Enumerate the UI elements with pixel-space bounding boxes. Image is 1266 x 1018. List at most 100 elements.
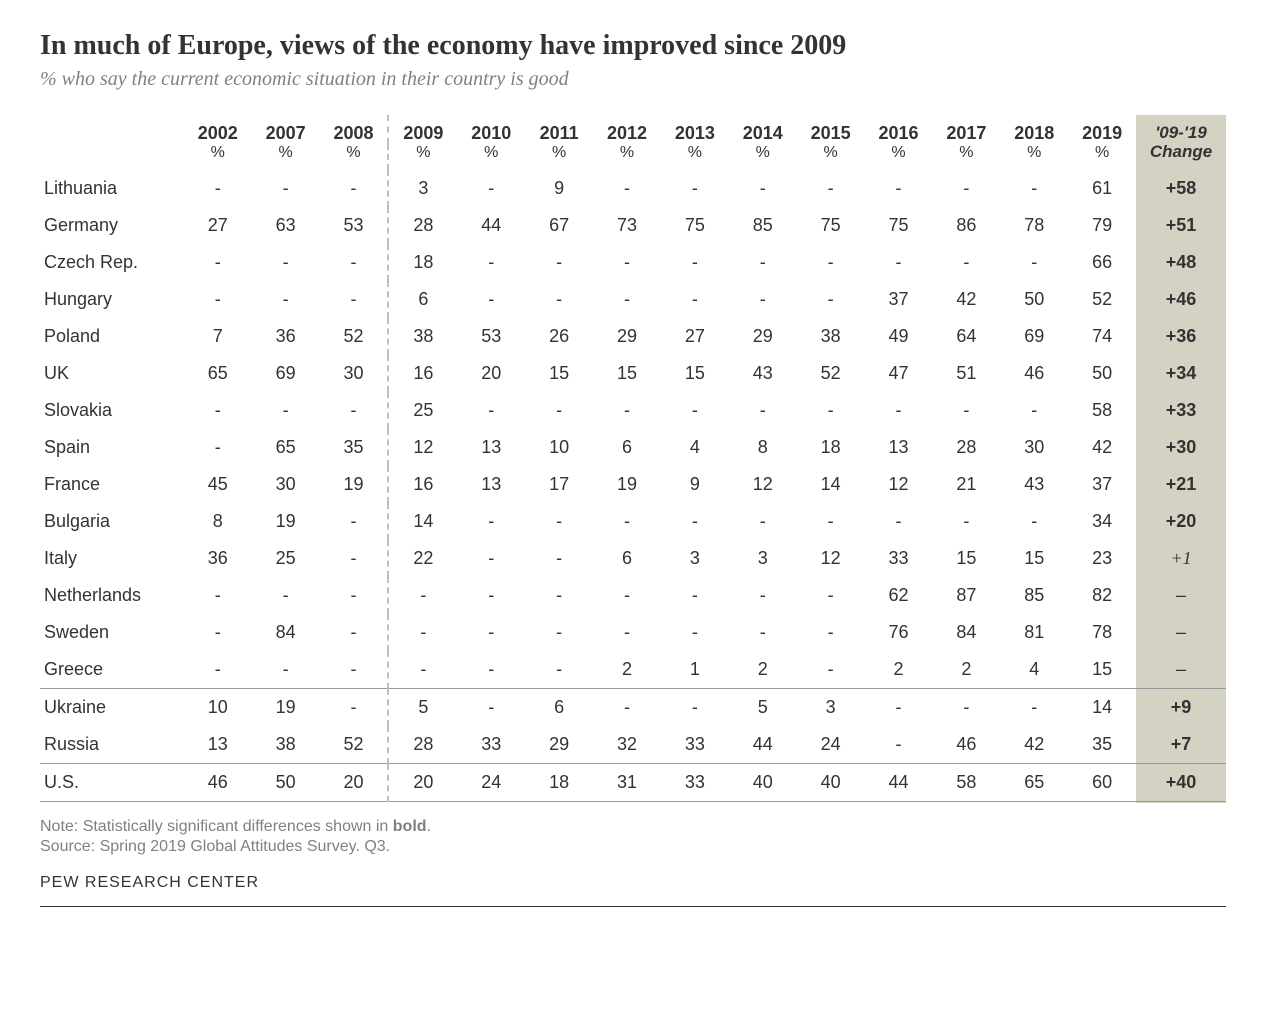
value-cell: 53	[320, 207, 389, 244]
value-cell: 43	[729, 355, 797, 392]
value-cell: 63	[252, 207, 320, 244]
value-cell: 44	[729, 726, 797, 764]
value-cell: 52	[320, 318, 389, 355]
brand-text: PEW RESEARCH CENTER	[40, 874, 1226, 892]
value-cell: 52	[1068, 281, 1136, 318]
column-header-year: 2015	[797, 115, 865, 144]
value-cell: 36	[184, 540, 252, 577]
value-cell: 25	[252, 540, 320, 577]
value-cell: 8	[729, 429, 797, 466]
note-text: Note: Statistically significant differen…	[40, 818, 1226, 836]
value-cell: 15	[932, 540, 1000, 577]
value-cell: 19	[252, 689, 320, 727]
value-cell: 14	[1068, 689, 1136, 727]
value-cell: -	[797, 503, 865, 540]
value-cell: -	[320, 392, 389, 429]
value-cell: -	[932, 244, 1000, 281]
value-cell: 20	[457, 355, 525, 392]
table-row: Slovakia---25---------58+33	[40, 392, 1226, 429]
table-row: Hungary---6------37425052+46	[40, 281, 1226, 318]
table-row: Sweden-84--------76848178–	[40, 614, 1226, 651]
table-row: France453019161317199121412214337+21	[40, 466, 1226, 503]
value-cell: 30	[1000, 429, 1068, 466]
change-cell: +36	[1136, 318, 1226, 355]
value-cell: 65	[184, 355, 252, 392]
country-cell: Bulgaria	[40, 503, 184, 540]
value-cell: 5	[729, 689, 797, 727]
value-cell: -	[729, 392, 797, 429]
value-cell: 42	[932, 281, 1000, 318]
chart-title: In much of Europe, views of the economy …	[40, 30, 1226, 62]
value-cell: -	[865, 244, 933, 281]
value-cell: -	[932, 689, 1000, 727]
value-cell: 9	[661, 466, 729, 503]
chart-subtitle: % who say the current economic situation…	[40, 68, 1226, 91]
value-cell: 75	[661, 207, 729, 244]
value-cell: -	[320, 651, 389, 689]
value-cell: -	[729, 577, 797, 614]
value-cell: 36	[252, 318, 320, 355]
value-cell: 33	[457, 726, 525, 764]
column-header-year: 2017	[932, 115, 1000, 144]
country-cell: France	[40, 466, 184, 503]
country-cell: Poland	[40, 318, 184, 355]
value-cell: -	[252, 244, 320, 281]
value-cell: -	[797, 651, 865, 689]
value-cell: -	[1000, 503, 1068, 540]
value-cell: 14	[797, 466, 865, 503]
value-cell: -	[320, 281, 389, 318]
column-header-pct: %	[457, 144, 525, 170]
value-cell: 50	[1000, 281, 1068, 318]
change-cell: –	[1136, 614, 1226, 651]
value-cell: 30	[252, 466, 320, 503]
change-cell: +40	[1136, 764, 1226, 802]
value-cell: -	[593, 689, 661, 727]
value-cell: 12	[797, 540, 865, 577]
value-cell: 15	[1068, 651, 1136, 689]
column-header-year: 2007	[252, 115, 320, 144]
table-row: Poland736523853262927293849646974+36	[40, 318, 1226, 355]
country-cell: Hungary	[40, 281, 184, 318]
value-cell: 84	[932, 614, 1000, 651]
change-cell: +33	[1136, 392, 1226, 429]
country-cell: U.S.	[40, 764, 184, 802]
value-cell: 31	[593, 764, 661, 802]
value-cell: 60	[1068, 764, 1136, 802]
value-cell: -	[457, 244, 525, 281]
country-cell: Slovakia	[40, 392, 184, 429]
value-cell: -	[661, 281, 729, 318]
value-cell: -	[457, 689, 525, 727]
value-cell: -	[184, 170, 252, 207]
change-cell: +9	[1136, 689, 1226, 727]
value-cell: -	[593, 392, 661, 429]
value-cell: -	[320, 577, 389, 614]
value-cell: 15	[1000, 540, 1068, 577]
value-cell: -	[320, 689, 389, 727]
value-cell: -	[729, 614, 797, 651]
value-cell: 29	[729, 318, 797, 355]
value-cell: 44	[457, 207, 525, 244]
change-cell: +51	[1136, 207, 1226, 244]
value-cell: 25	[388, 392, 457, 429]
value-cell: 84	[252, 614, 320, 651]
value-cell: -	[252, 392, 320, 429]
value-cell: 42	[1000, 726, 1068, 764]
value-cell: 13	[457, 429, 525, 466]
country-cell: Ukraine	[40, 689, 184, 727]
value-cell: -	[865, 170, 933, 207]
change-cell: +48	[1136, 244, 1226, 281]
value-cell: 29	[525, 726, 593, 764]
value-cell: 85	[729, 207, 797, 244]
value-cell: 16	[388, 466, 457, 503]
value-cell: -	[457, 392, 525, 429]
value-cell: 12	[865, 466, 933, 503]
value-cell: 5	[388, 689, 457, 727]
value-cell: 40	[797, 764, 865, 802]
value-cell: 75	[865, 207, 933, 244]
value-cell: 42	[1068, 429, 1136, 466]
value-cell: -	[388, 651, 457, 689]
value-cell: -	[525, 503, 593, 540]
value-cell: -	[525, 577, 593, 614]
change-cell: +20	[1136, 503, 1226, 540]
value-cell: 22	[388, 540, 457, 577]
